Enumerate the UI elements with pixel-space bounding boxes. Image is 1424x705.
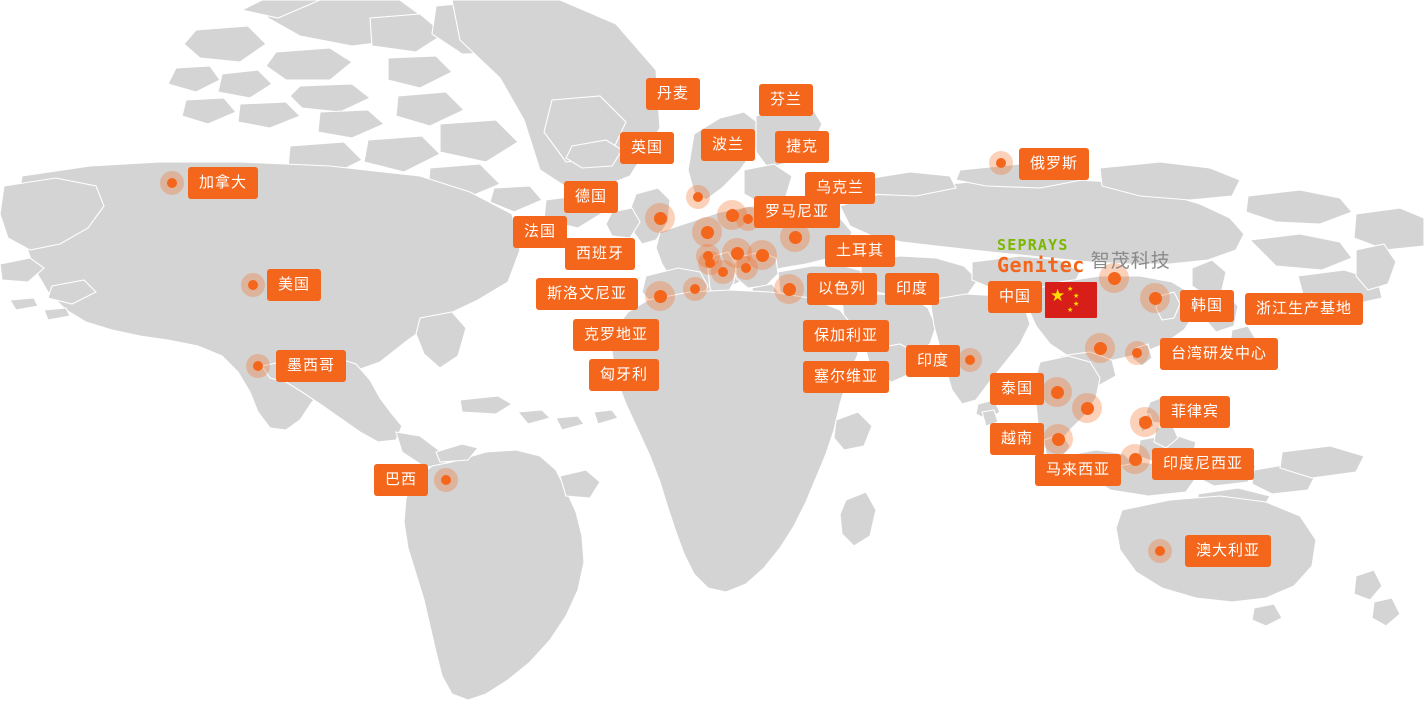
location-label-india-north[interactable]: 印度 (885, 273, 940, 305)
logo-genitec-text: Genitec (997, 253, 1085, 277)
location-marker-m-denmark[interactable] (686, 185, 710, 209)
flag-big-star: ★ (1050, 286, 1066, 305)
location-label-romania[interactable]: 罗马尼亚 (754, 196, 841, 228)
location-label-mexico[interactable]: 墨西哥 (276, 350, 347, 382)
location-marker-m-philippines[interactable] (1130, 407, 1160, 437)
location-marker-m-usa[interactable] (241, 273, 265, 297)
location-marker-m-canada[interactable] (160, 171, 184, 195)
location-label-philippines[interactable]: 菲律宾 (1160, 396, 1231, 428)
location-marker-m-india[interactable] (958, 348, 982, 372)
location-marker-m-spain[interactable] (683, 277, 707, 301)
flag-small-star-2: ★ (1073, 293, 1080, 300)
location-marker-m-beijing[interactable] (1099, 263, 1129, 293)
location-label-bulgaria[interactable]: 保加利亚 (803, 320, 890, 352)
location-label-hungary[interactable]: 匈牙利 (589, 359, 660, 391)
china-flag-icon: ★ ★ ★ ★ ★ (1045, 282, 1097, 318)
location-marker-m-australia[interactable] (1148, 539, 1172, 563)
flag-small-star-1: ★ (1067, 286, 1074, 293)
location-label-china[interactable]: 中国 (988, 281, 1043, 313)
location-label-australia[interactable]: 澳大利亚 (1185, 535, 1272, 567)
location-label-usa[interactable]: 美国 (267, 269, 322, 301)
location-marker-m-brazil[interactable] (434, 468, 458, 492)
location-label-czech[interactable]: 捷克 (775, 131, 830, 163)
location-marker-m-vietnam[interactable] (1072, 393, 1102, 423)
location-marker-m-indonesia[interactable] (1120, 444, 1150, 474)
flag-small-star-4: ★ (1067, 307, 1074, 314)
location-label-russia[interactable]: 俄罗斯 (1019, 148, 1090, 180)
location-label-france[interactable]: 法国 (513, 216, 568, 248)
location-marker-m-russia[interactable] (989, 151, 1013, 175)
location-marker-m-taiwan[interactable] (1125, 341, 1149, 365)
location-marker-m-serbia[interactable] (734, 256, 758, 280)
location-label-thailand[interactable]: 泰国 (990, 373, 1045, 405)
location-label-vietnam[interactable]: 越南 (990, 423, 1045, 455)
location-marker-m-mexico[interactable] (246, 354, 270, 378)
location-label-canada[interactable]: 加拿大 (188, 167, 259, 199)
flag-small-star-3: ★ (1073, 301, 1080, 308)
location-label-serbia[interactable]: 塞尔维亚 (803, 361, 890, 393)
location-label-korea[interactable]: 韩国 (1180, 290, 1235, 322)
logo-chinese-name: 智茂科技 (1090, 251, 1171, 272)
location-label-zhejiang-base[interactable]: 浙江生产基地 (1245, 293, 1364, 325)
location-label-india-south[interactable]: 印度 (906, 345, 961, 377)
location-marker-m-malaysia[interactable] (1043, 424, 1073, 454)
location-label-spain[interactable]: 西班牙 (565, 238, 636, 270)
location-marker-m-thailand[interactable] (1042, 377, 1072, 407)
location-label-denmark[interactable]: 丹麦 (646, 78, 701, 110)
location-marker-m-turkey[interactable] (774, 274, 804, 304)
location-marker-m-uk[interactable] (645, 203, 675, 233)
location-label-slovenia[interactable]: 斯洛文尼亚 (536, 278, 639, 310)
location-marker-m-germany[interactable] (692, 217, 722, 247)
location-label-germany[interactable]: 德国 (564, 181, 619, 213)
location-label-finland[interactable]: 芬兰 (759, 84, 814, 116)
company-logo: SEPRAYS Genitec 智茂科技 (997, 236, 1171, 277)
location-label-israel[interactable]: 以色列 (807, 273, 878, 305)
location-label-croatia[interactable]: 克罗地亚 (573, 319, 660, 351)
location-label-indonesia[interactable]: 印度尼西亚 (1152, 448, 1255, 480)
location-label-brazil[interactable]: 巴西 (374, 464, 429, 496)
location-marker-m-shanghai[interactable] (1085, 333, 1115, 363)
logo-seprays-text: SEPRAYS (997, 236, 1069, 254)
location-label-uk[interactable]: 英国 (620, 132, 675, 164)
location-marker-m-france[interactable] (645, 281, 675, 311)
location-marker-m-korea[interactable] (1140, 283, 1170, 313)
location-label-turkey[interactable]: 土耳其 (825, 235, 896, 267)
location-label-taiwan-rd[interactable]: 台湾研发中心 (1160, 338, 1279, 370)
location-marker-m-italy[interactable] (696, 244, 720, 268)
location-label-poland[interactable]: 波兰 (701, 129, 756, 161)
location-label-malaysia[interactable]: 马来西亚 (1035, 454, 1122, 486)
